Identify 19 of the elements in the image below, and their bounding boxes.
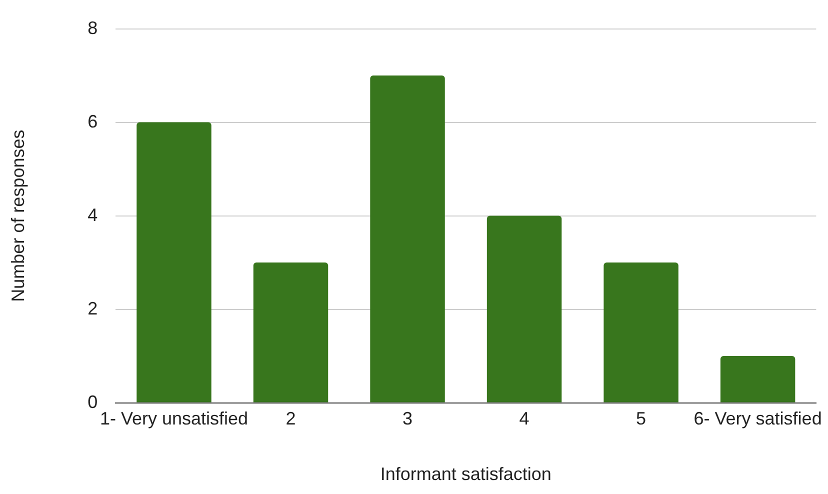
- y-tick-label: 4: [88, 204, 98, 225]
- bar: [253, 262, 328, 402]
- bar: [604, 262, 678, 402]
- bar: [486, 216, 562, 402]
- x-tick-label: 4: [519, 408, 530, 429]
- x-tick-label: 1- Very unsatisfied: [100, 408, 248, 429]
- x-tick-label: 5: [636, 408, 646, 429]
- x-axis-title: Informant satisfaction: [380, 464, 552, 484]
- x-tick-label: 6- Very satisfied: [694, 408, 822, 429]
- y-tick-label: 6: [88, 111, 98, 132]
- y-tick-label: 8: [88, 18, 98, 38]
- bar: [720, 356, 796, 402]
- y-tick-label: 2: [88, 298, 98, 318]
- y-tick-label: 0: [88, 392, 98, 412]
- bar: [370, 76, 445, 402]
- bar: [136, 122, 212, 402]
- y-axis-title: Number of responses: [8, 130, 28, 302]
- x-tick-label: 2: [286, 408, 296, 429]
- x-tick-label: 3: [402, 408, 413, 429]
